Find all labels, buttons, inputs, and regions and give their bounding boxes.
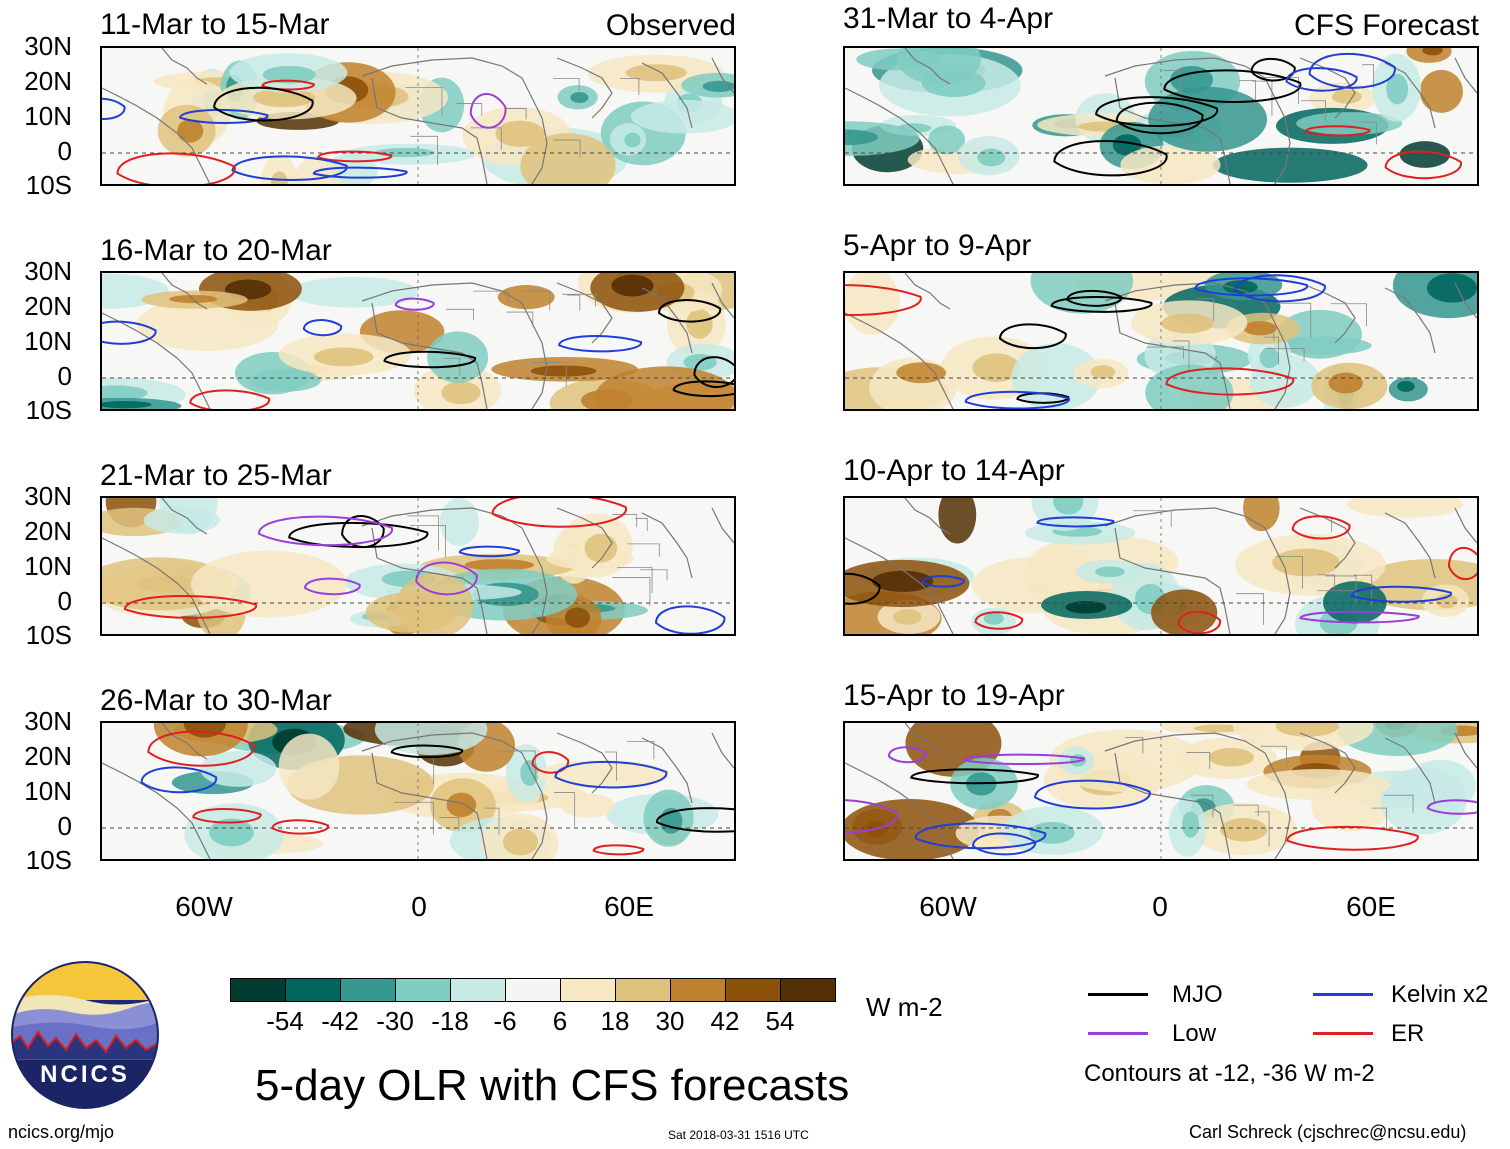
lat-label: 20N [24, 741, 72, 771]
colorbar-cell [340, 978, 396, 1002]
legend-label-low: Low [1172, 1020, 1217, 1047]
author-credit: Carl Schreck (cjschrec@ncsu.edu) [1189, 1122, 1467, 1142]
olr-map [102, 498, 734, 634]
colorbar-tick: 30 [655, 1006, 685, 1036]
logo-text: NCICS [40, 1061, 130, 1088]
lat-label: 0 [57, 586, 72, 616]
lat-label: 10N [24, 551, 72, 581]
legend-label-mjo: MJO [1172, 981, 1223, 1008]
colorbar-cell [780, 978, 836, 1002]
olr-map [102, 273, 734, 409]
colorbar-tick: -42 [321, 1006, 359, 1036]
contour-note: Contours at -12, -36 W m-2 [1084, 1060, 1375, 1087]
map-panel-forecast-4 [843, 721, 1479, 861]
colorbar-cell [395, 978, 451, 1002]
lon-label: 60W [919, 891, 977, 922]
colorbar-tick: 6 [552, 1006, 568, 1036]
lat-label: 20N [24, 291, 72, 321]
map-panel-observed-3 [100, 496, 736, 636]
colorbar-tick: 18 [600, 1006, 630, 1036]
ncics-logo: NCICS [10, 960, 160, 1110]
observed-label: Observed [605, 9, 736, 42]
lon-label: 0 [1152, 891, 1168, 922]
colorbar-tick: -6 [493, 1006, 517, 1036]
colorbar-cell [450, 978, 506, 1002]
panel-title: 10-Apr to 14-Apr [843, 454, 1065, 487]
panel-title: 11-Mar to 15-Mar [100, 8, 330, 41]
map-panel-observed-2 [100, 271, 736, 411]
legend-line-mjo [1088, 993, 1148, 996]
colorbar-tick: -18 [431, 1006, 469, 1036]
lat-label: 10N [24, 326, 72, 356]
olr-map [102, 48, 734, 184]
lat-label: 20N [24, 66, 72, 96]
timestamp: Sat 2018-03-31 1516 UTC [668, 1128, 809, 1142]
panel-title: 21-Mar to 25-Mar [100, 459, 332, 492]
colorbar-tick: -54 [266, 1006, 304, 1036]
panel-title: 31-Mar to 4-Apr [843, 2, 1054, 35]
legend-label-er: ER [1391, 1020, 1425, 1047]
olr-map [845, 498, 1477, 634]
legend-line-kelvin [1313, 993, 1373, 996]
lat-label: 10S [25, 845, 72, 875]
olr-map [102, 723, 734, 859]
colorbar-cell [725, 978, 781, 1002]
panel-title: 15-Apr to 19-Apr [843, 679, 1065, 712]
lat-label: 30N [24, 481, 72, 511]
panel-title: 26-Mar to 30-Mar [100, 684, 332, 717]
lon-label: 60E [1346, 891, 1396, 922]
colorbar-tick: 54 [765, 1006, 795, 1036]
map-panel-observed-4 [100, 721, 736, 861]
colorbar-cell [230, 978, 286, 1002]
main-title: 5-day OLR with CFS forecasts [255, 1061, 850, 1110]
lat-label: 30N [24, 256, 72, 286]
map-panel-forecast-1 [843, 46, 1479, 186]
olr-map [845, 273, 1477, 409]
lat-label: 10S [25, 395, 72, 425]
legend-label-kelvin: Kelvin x2 [1391, 981, 1489, 1008]
lat-label: 20N [24, 516, 72, 546]
lat-label: 10N [24, 101, 72, 131]
lat-label: 10N [24, 776, 72, 806]
map-panel-forecast-2 [843, 271, 1479, 411]
map-panel-observed-1 [100, 46, 736, 186]
lon-label: 60E [604, 891, 654, 922]
panel-title: 16-Mar to 20-Mar [100, 234, 332, 267]
lon-label: 60W [175, 891, 233, 922]
legend-line-low [1088, 1032, 1148, 1035]
olr-map [845, 48, 1477, 184]
panel-title: 5-Apr to 9-Apr [843, 229, 1032, 262]
colorbar-tick: -30 [376, 1006, 414, 1036]
colorbar-cell [670, 978, 726, 1002]
colorbar-unit: W m-2 [866, 992, 943, 1022]
legend-line-er [1313, 1032, 1373, 1035]
cfs-forecast-label: CFS Forecast [1293, 9, 1479, 42]
map-panel-forecast-3 [843, 496, 1479, 636]
colorbar-cell [560, 978, 616, 1002]
lat-label: 0 [57, 811, 72, 841]
colorbar-cell [285, 978, 341, 1002]
lat-label: 10S [25, 170, 72, 200]
lat-label: 30N [24, 706, 72, 736]
lat-label: 0 [57, 136, 72, 166]
colorbar-tick: 42 [710, 1006, 740, 1036]
lon-label: 0 [411, 891, 427, 922]
lat-label: 0 [57, 361, 72, 391]
olr-map [845, 723, 1477, 859]
lat-label: 30N [24, 31, 72, 61]
lat-label: 10S [25, 620, 72, 650]
colorbar-cell [505, 978, 561, 1002]
colorbar-cell [615, 978, 671, 1002]
website-link[interactable]: ncics.org/mjo [8, 1122, 115, 1142]
